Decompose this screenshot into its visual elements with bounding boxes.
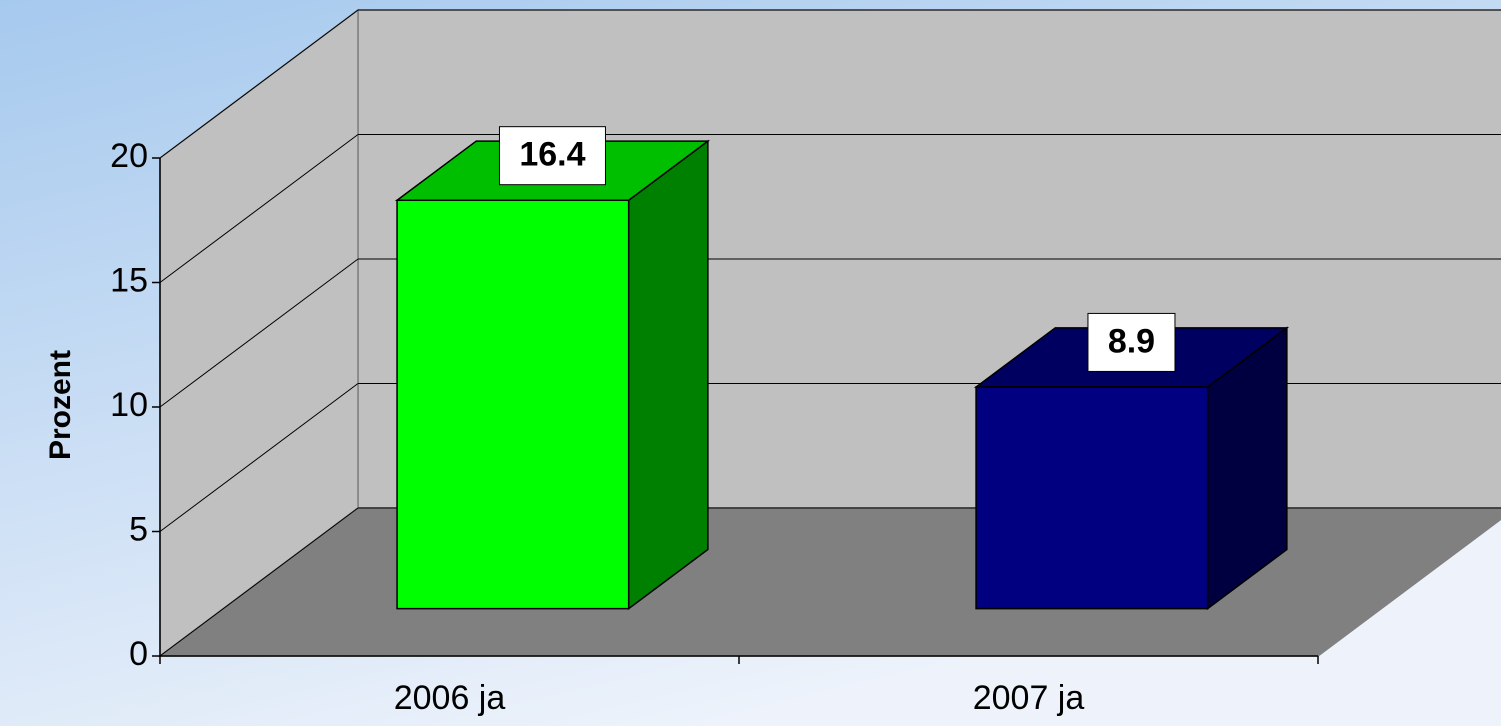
bar-front — [975, 386, 1209, 610]
grid-line — [159, 258, 359, 408]
bar-side — [627, 139, 709, 611]
value-label-box — [498, 126, 606, 186]
y-tick-label: 15 — [110, 261, 148, 299]
y-axis-title: Prozent — [44, 350, 77, 460]
y-tick-label: 20 — [110, 137, 148, 175]
y-tick-label: 0 — [129, 635, 148, 673]
value-label: 8.9 — [1108, 322, 1155, 360]
grid-line — [159, 507, 359, 657]
y-tick-label: 10 — [110, 386, 148, 424]
bar-front — [396, 199, 630, 610]
floor — [157, 507, 1501, 657]
grid-line — [159, 383, 359, 532]
x-tick-label: 2007 ja — [973, 679, 1085, 717]
value-label-box — [1087, 312, 1176, 372]
x-tick-label: 2006 ja — [394, 679, 506, 717]
y-tick-label: 5 — [129, 510, 148, 548]
value-label: 16.4 — [519, 136, 585, 174]
grid-line — [159, 134, 359, 283]
grid-line — [159, 9, 359, 159]
bar — [394, 139, 711, 611]
